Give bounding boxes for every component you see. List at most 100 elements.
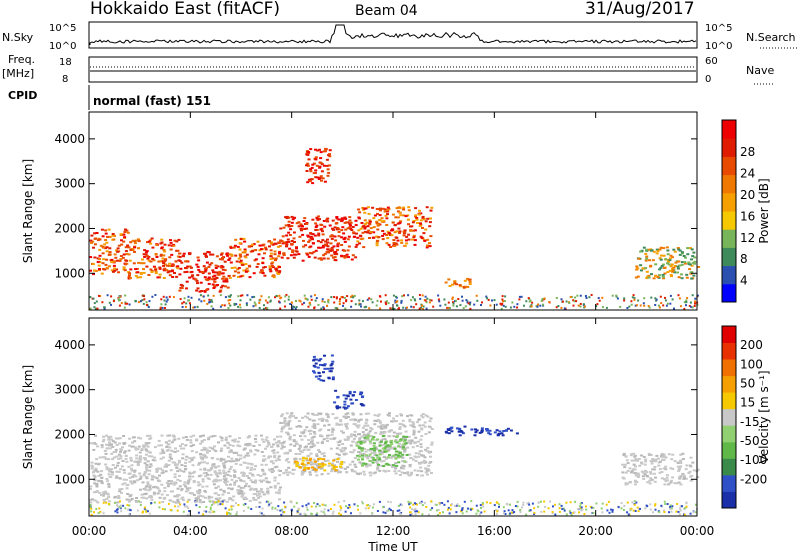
power-echo-cell: [336, 227, 340, 229]
velocity-echo-cell: [283, 452, 287, 455]
power-scatter-cell: [299, 300, 302, 303]
power-scatter-cell: [634, 304, 637, 307]
velocity-echo-cell: [392, 454, 396, 457]
velocity-scatter-cell: [284, 505, 287, 508]
velocity-scatter-cell: [203, 510, 206, 513]
velocity-echo-cell: [339, 420, 343, 423]
velocity-echo-cell: [403, 425, 407, 428]
power-echo-cell: [305, 153, 309, 156]
velocity-echo-cell: [318, 375, 322, 378]
velocity-echo-cell: [173, 473, 177, 476]
velocity-echo-cell: [317, 449, 320, 452]
velocity-echo-cell: [222, 475, 226, 478]
power-scatter-cell: [525, 300, 528, 303]
velocity-scatter-cell: [585, 508, 588, 511]
power-echo-cell: [336, 245, 340, 248]
velocity-scatter-cell: [554, 503, 557, 506]
power-scatter-cell: [110, 295, 113, 298]
velocity-echo-cell: [201, 485, 205, 488]
velocity-echo-cell: [180, 464, 184, 467]
velocity-echo-cell: [298, 446, 302, 449]
power-scatter-cell: [396, 304, 398, 307]
velocity-echo-cell: [118, 437, 122, 440]
power-scatter-cell: [678, 297, 681, 300]
velocity-echo-cell: [272, 469, 275, 472]
power-scatter-cell: [579, 305, 582, 308]
velocity-scatter-cell: [411, 508, 413, 511]
velocity-echo-cell: [488, 433, 492, 436]
velocity-echo-cell: [100, 494, 103, 496]
velocity-scatter-cell: [232, 505, 235, 507]
power-echo-cell: [316, 240, 320, 243]
velocity-echo-cell: [357, 420, 360, 423]
power-colorbar-label: Power [dB]: [757, 178, 771, 243]
power-scatter-cell: [420, 306, 422, 309]
velocity-echo-cell: [331, 413, 335, 416]
power-scatter-cell: [469, 301, 472, 304]
power-echo-cell: [110, 261, 114, 264]
velocity-echo-cell: [669, 479, 673, 482]
velocity-echo-cell: [89, 485, 93, 488]
power-echo-cell: [139, 273, 143, 275]
velocity-scatter-cell: [226, 513, 228, 515]
power-scatter-cell: [108, 301, 111, 304]
power-echo-cell: [661, 273, 665, 276]
velocity-echo-cell: [311, 442, 315, 445]
velocity-scatter-cell: [549, 500, 551, 503]
freq-panel-frame: [88, 56, 698, 83]
power-echo-cell: [200, 290, 204, 292]
velocity-echo-cell: [197, 463, 201, 466]
power-echo-cell: [160, 247, 164, 250]
velocity-echo-cell: [160, 493, 164, 496]
velocity-echo-cell: [271, 462, 275, 465]
power-echo-cell: [305, 252, 309, 255]
velocity-scatter-cell: [90, 507, 93, 510]
velocity-echo-cell: [344, 413, 348, 416]
power-echo-cell: [418, 209, 421, 212]
velocity-echo-cell: [302, 457, 305, 460]
power-scatter-cell: [686, 297, 689, 300]
date-label: 31/Aug/2017: [585, 0, 695, 19]
power-echo-cell: [650, 273, 653, 276]
power-echo-cell: [185, 270, 189, 273]
velocity-echo-cell: [340, 463, 344, 466]
power-echo-cell: [104, 232, 108, 235]
velocity-echo-cell: [248, 444, 252, 447]
velocity-scatter-cell: [670, 510, 673, 513]
velocity-scatter-cell: [666, 503, 669, 505]
velocity-scatter-cell: [590, 506, 593, 509]
power-echo-cell: [323, 243, 327, 246]
velocity-echo-cell: [622, 454, 626, 457]
velocity-echo-cell: [242, 456, 246, 459]
velocity-echo-cell: [282, 426, 286, 429]
velocity-scatter-cell: [339, 505, 342, 508]
velocity-echo-cell: [224, 436, 228, 439]
velocity-echo-cell: [130, 445, 134, 448]
velocity-echo-cell: [366, 449, 370, 451]
velocity-echo-cell: [357, 458, 360, 461]
velocity-echo-cell: [233, 440, 237, 443]
velocity-scatter-cell: [219, 503, 222, 506]
velocity-echo-cell: [348, 390, 352, 393]
velocity-echo-cell: [390, 447, 394, 450]
velocity-echo-cell: [378, 444, 382, 447]
velocity-scatter-cell: [450, 504, 452, 507]
power-echo-cell: [362, 246, 366, 249]
velocity-echo-cell: [134, 448, 138, 451]
power-echo-cell: [386, 209, 390, 212]
power-scatter-cell: [358, 299, 361, 302]
power-echoes: [89, 147, 700, 310]
velocity-echo-cell: [424, 471, 428, 474]
velocity-echo-cell: [369, 471, 373, 474]
power-echo-cell: [665, 246, 669, 249]
velocity-echo-cell: [133, 460, 137, 463]
velocity-echo-cell: [373, 449, 376, 452]
velocity-scatter-cell: [411, 513, 414, 516]
velocity-echo-cell: [102, 499, 106, 502]
power-echo-cell: [366, 225, 370, 228]
velocity-scatter-cell: [414, 510, 417, 513]
power-echo-cell: [98, 254, 102, 257]
velocity-scatter-cell: [470, 500, 473, 503]
power-echo-cell: [136, 238, 140, 241]
velocity-echo-cell: [178, 479, 182, 482]
